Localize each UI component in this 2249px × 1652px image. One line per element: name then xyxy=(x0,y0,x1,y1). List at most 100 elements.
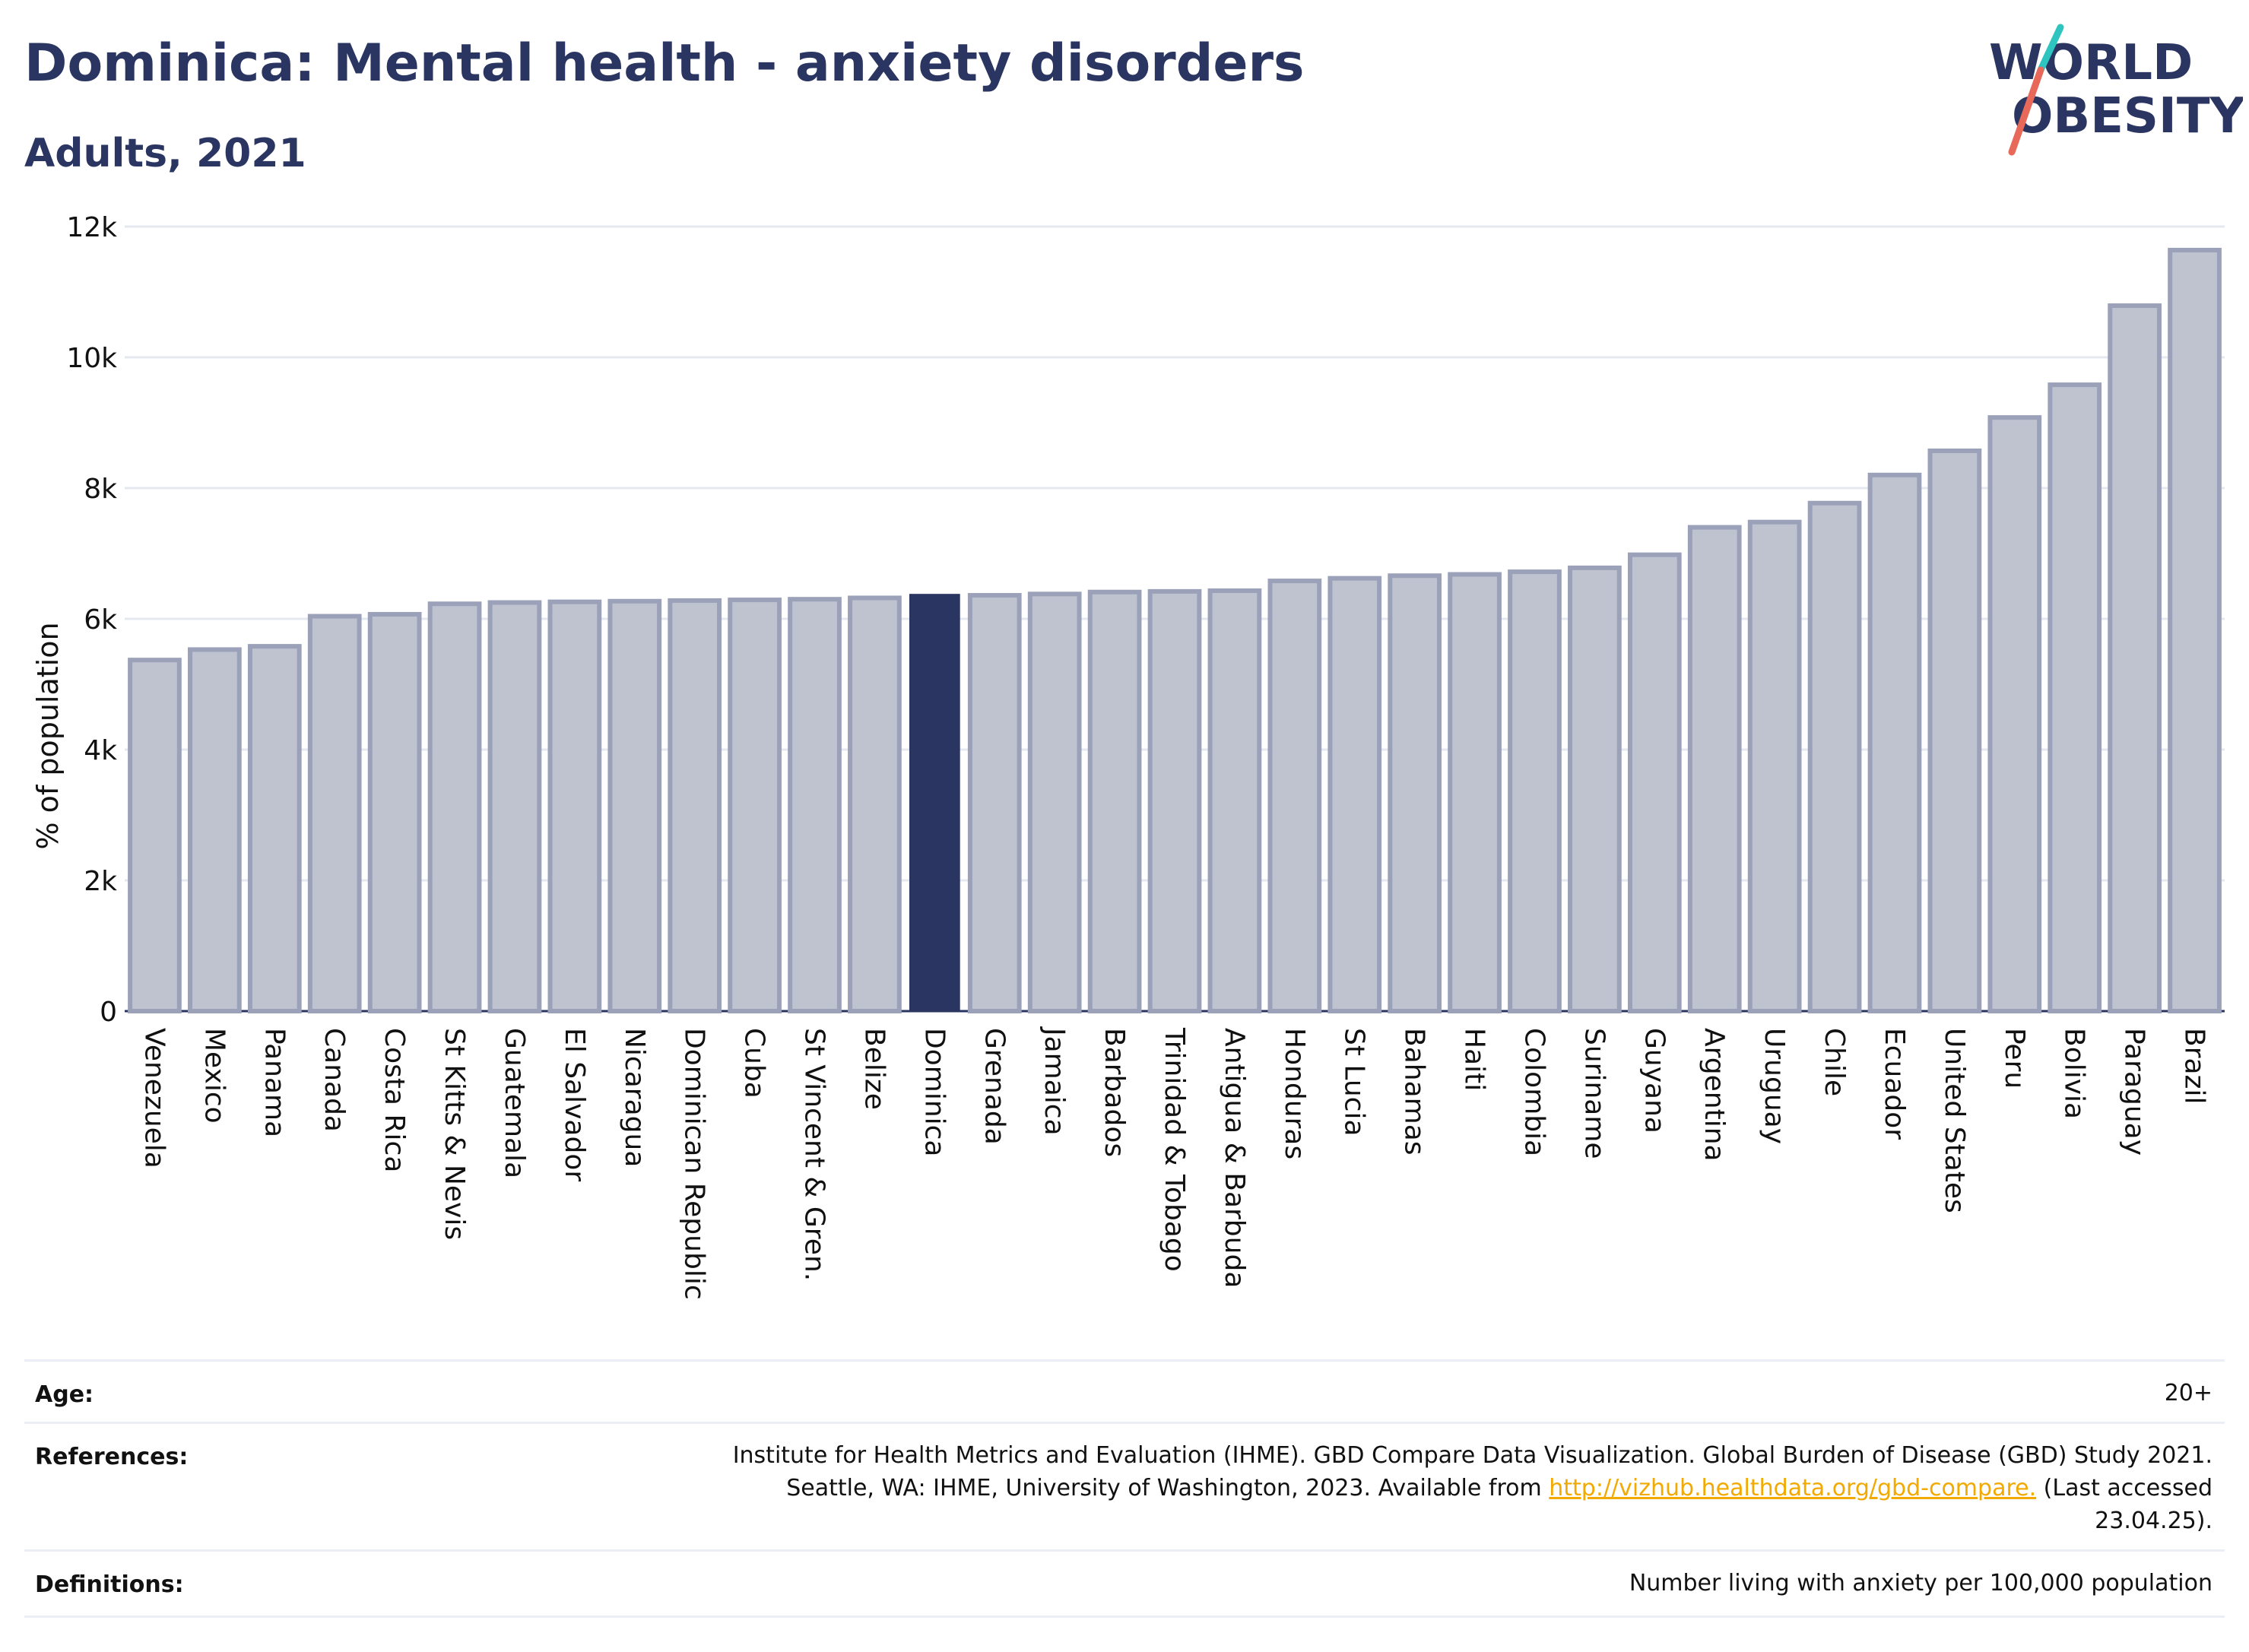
y-tick-label: 2k xyxy=(84,866,117,897)
y-tick-label: 10k xyxy=(66,343,117,374)
bar-brazil xyxy=(2168,247,2222,1013)
x-tick-label: Canada xyxy=(319,1028,350,1132)
info-table: Age: 20+ References: Institute for Healt… xyxy=(24,1359,2225,1618)
x-axis-labels: Venezuela Mexico Panama Canada Costa Rica St … xyxy=(138,1026,2209,1300)
x-tick-label: Ecuador xyxy=(1879,1028,1910,1140)
x-tick-label: Paraguay xyxy=(2119,1028,2150,1156)
bar-guatemala xyxy=(487,600,542,1013)
bar-chile xyxy=(1807,500,1862,1013)
bar-colombia xyxy=(1508,569,1562,1013)
x-tick-label: Brazil xyxy=(2179,1028,2210,1104)
x-tick-label: Grenada xyxy=(979,1028,1010,1145)
bar-st-kitts-nevis xyxy=(427,601,482,1013)
bar-trinidad-tobago xyxy=(1147,588,1202,1013)
bar-dominican-republic xyxy=(668,598,722,1013)
bar-st-lucia xyxy=(1328,576,1382,1013)
x-tick-label: Dominica xyxy=(918,1028,950,1157)
bars xyxy=(128,247,2222,1013)
definitions-row: Definitions: Number living with anxiety … xyxy=(24,1549,2225,1618)
y-tick-label: 6k xyxy=(84,604,117,636)
x-tick-label: Haiti xyxy=(1459,1028,1490,1091)
bar-honduras xyxy=(1267,579,1322,1013)
bar-panama xyxy=(247,644,302,1013)
bar-paraguay xyxy=(2108,303,2162,1013)
logo-slash-teal xyxy=(2037,24,2064,74)
x-tick-label: Bolivia xyxy=(2059,1028,2090,1119)
bar-argentina xyxy=(1687,525,1742,1013)
x-tick-label: El Salvador xyxy=(559,1028,590,1181)
x-tick-label: Dominican Republic xyxy=(679,1028,710,1300)
logo-word-world: WORLD xyxy=(1989,35,2193,91)
y-tick-label: 4k xyxy=(84,735,117,766)
definitions-value: Number living with anxiety per 100,000 p… xyxy=(1629,1570,2213,1597)
definitions-label: Definitions: xyxy=(35,1571,184,1598)
bar-united-states xyxy=(1927,448,1982,1013)
bar-costa-rica xyxy=(367,611,422,1013)
references-line-2-tail: (Last accessed xyxy=(2043,1475,2213,1501)
bar-chart: 0 2k 4k 6k 8k 10k 12k Venezuela Mexico Panama Can… xyxy=(31,212,2225,1300)
x-tick-label: Colombia xyxy=(1518,1028,1550,1156)
x-tick-label: Venezuela xyxy=(138,1028,170,1168)
x-tick-label: Peru xyxy=(1999,1028,2030,1089)
x-tick-label: Panama xyxy=(259,1028,290,1137)
x-tick-label: Uruguay xyxy=(1759,1028,1790,1144)
bar-st-vincent-gren xyxy=(788,597,842,1013)
age-label: Age: xyxy=(35,1381,94,1408)
bar-belize xyxy=(848,595,902,1013)
age-row: Age: 20+ xyxy=(24,1359,2225,1424)
references-line-1: Institute for Health Metrics and Evaluat… xyxy=(732,1442,2213,1469)
bar-uruguay xyxy=(1747,519,1802,1013)
bar-mexico xyxy=(188,647,242,1013)
references-row: References: Institute for Health Metrics… xyxy=(24,1422,2225,1552)
logo-slash-red xyxy=(2008,66,2044,156)
x-tick-label: United States xyxy=(1939,1028,1970,1213)
bar-el-salvador xyxy=(547,599,602,1013)
x-tick-label: St Lucia xyxy=(1339,1028,1370,1137)
x-tick-label: Mexico xyxy=(198,1028,230,1124)
references-line-3: 23.04.25). xyxy=(2095,1508,2213,1534)
x-tick-label: Nicaragua xyxy=(619,1028,650,1167)
x-tick-label: St Vincent & Gren. xyxy=(799,1028,830,1281)
references-line-2-text: Seattle, WA: IHME, University of Washing… xyxy=(786,1475,1542,1501)
age-value: 20+ xyxy=(2164,1380,2213,1406)
x-tick-label: Cuba xyxy=(739,1028,770,1099)
chart-title: Dominica: Mental health - anxiety disord… xyxy=(24,33,1305,94)
bar-haiti xyxy=(1448,572,1502,1013)
references-value: Institute for Health Metrics and Evaluat… xyxy=(733,1439,2213,1537)
x-tick-label: Belize xyxy=(858,1028,890,1110)
x-tick-label: Chile xyxy=(1819,1028,1850,1096)
logo-word-obesity: OBESITY xyxy=(2012,88,2243,144)
bar-ecuador xyxy=(1867,472,1922,1013)
x-tick-label: Guatemala xyxy=(499,1028,530,1178)
bar-grenada xyxy=(967,593,1022,1013)
y-tick-label: 0 xyxy=(100,997,117,1028)
x-tick-label: St Kitts & Nevis xyxy=(439,1028,470,1240)
bar-peru xyxy=(1987,415,2042,1013)
x-tick-label: Trinidad & Tobago xyxy=(1159,1027,1190,1272)
x-tick-label: Guyana xyxy=(1638,1028,1670,1134)
world-obesity-logo: WORLD OBESITY xyxy=(1989,24,2243,156)
x-tick-label: Jamaica xyxy=(1039,1026,1070,1136)
bar-bolivia xyxy=(2048,382,2102,1013)
references-label: References: xyxy=(35,1444,189,1470)
bar-nicaragua xyxy=(607,598,662,1013)
x-tick-label: Antigua & Barbuda xyxy=(1219,1028,1250,1288)
bar-cuba xyxy=(728,598,782,1013)
references-line-2: Seattle, WA: IHME, University of Washing… xyxy=(733,1472,2213,1505)
bar-antigua-barbuda xyxy=(1207,588,1262,1013)
x-tick-label: Bahamas xyxy=(1399,1028,1430,1156)
x-tick-label: Honduras xyxy=(1279,1028,1310,1159)
bar-guyana xyxy=(1627,552,1682,1013)
x-tick-label: Barbados xyxy=(1099,1028,1130,1157)
y-axis-title: % of population xyxy=(31,622,65,849)
x-tick-label: Argentina xyxy=(1699,1028,1730,1162)
references-link[interactable]: http://vizhub.healthdata.org/gbd-compare… xyxy=(1549,1475,2037,1501)
bar-dominica xyxy=(909,594,960,1012)
y-tick-label: 12k xyxy=(66,212,117,243)
x-tick-label: Suriname xyxy=(1578,1028,1610,1159)
x-tick-label: Costa Rica xyxy=(379,1028,410,1172)
y-tick-label: 8k xyxy=(84,474,117,505)
bar-venezuela xyxy=(128,658,182,1013)
bar-suriname xyxy=(1568,565,1622,1013)
bar-canada xyxy=(307,614,362,1013)
